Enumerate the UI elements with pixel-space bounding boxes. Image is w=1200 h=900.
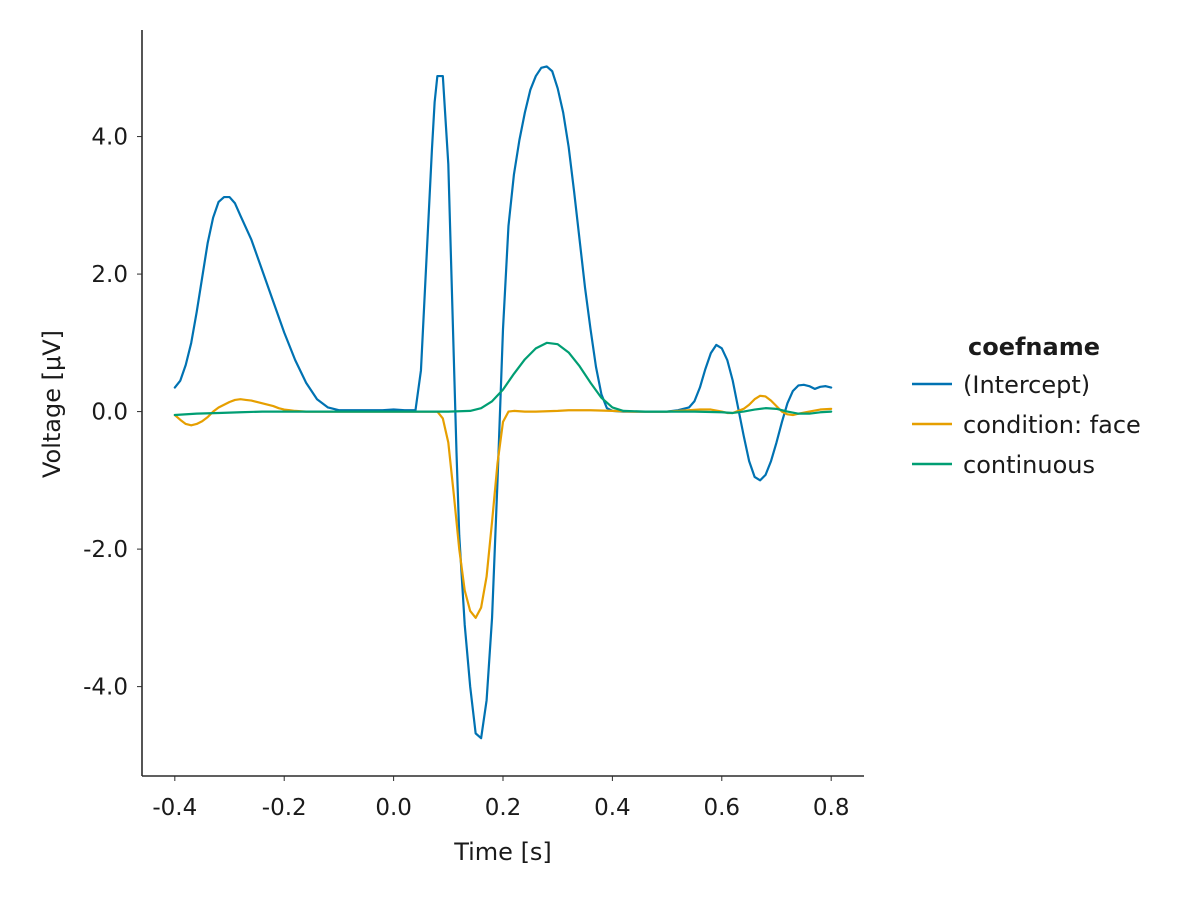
- series-line-intercept: [173, 65, 833, 740]
- y-tick-label: 4.0: [91, 125, 128, 151]
- legend-item-condition-face: condition: face: [912, 411, 1141, 439]
- y-tick-label: 2.0: [91, 262, 128, 288]
- legend-label: (Intercept): [963, 371, 1090, 399]
- x-tick-label: -0.4: [152, 795, 197, 821]
- series-group: [173, 65, 833, 740]
- x-tick-label: 0.8: [813, 795, 850, 821]
- legend-item-intercept: (Intercept): [912, 371, 1090, 399]
- x-tick-label: -0.2: [262, 795, 307, 821]
- y-axis-label: Voltage [μV]: [38, 330, 66, 478]
- x-axis: -0.4 -0.2 0.0 0.2 0.4 0.6 0.8: [142, 775, 864, 821]
- y-tick-label: 0.0: [91, 400, 128, 426]
- legend-label: condition: face: [963, 411, 1141, 439]
- x-tick-label: 0.4: [594, 795, 631, 821]
- series-line-condition-face: [173, 394, 833, 619]
- x-tick-label: 0.2: [485, 795, 522, 821]
- legend-label: continuous: [963, 451, 1095, 479]
- x-axis-label: Time [s]: [453, 838, 552, 866]
- y-tick-label: -4.0: [83, 675, 128, 701]
- legend: coefname (Intercept) condition: face conti…: [912, 333, 1141, 479]
- x-tick-label: 0.6: [703, 795, 740, 821]
- x-tick-label: 0.0: [375, 795, 412, 821]
- y-tick-label: -2.0: [83, 537, 128, 563]
- legend-title: coefname: [968, 333, 1100, 361]
- series-line-continuous: [173, 341, 833, 417]
- y-axis: -4.0 -2.0 0.0 2.0 4.0: [83, 30, 143, 776]
- legend-item-continuous: continuous: [912, 451, 1095, 479]
